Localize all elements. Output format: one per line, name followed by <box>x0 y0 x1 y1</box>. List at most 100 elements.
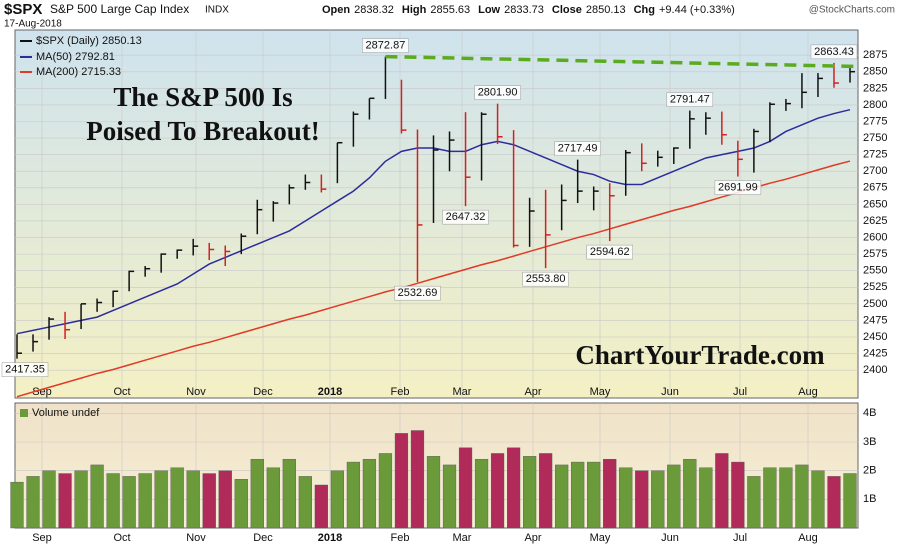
volume-bar <box>474 458 489 529</box>
volume-bar <box>635 470 649 529</box>
y-tick-label: 2725 <box>863 149 887 161</box>
y-tick-label: 2450 <box>863 331 887 343</box>
y-tick-label: 2625 <box>863 215 887 227</box>
volume-bar <box>10 481 24 529</box>
annotation: 2872.87 <box>366 40 406 52</box>
quote-value: 2833.73 <box>504 4 544 16</box>
volume-bar <box>651 470 665 529</box>
y-tick-label: 3B <box>863 436 876 448</box>
volume-bar <box>827 476 841 529</box>
volume-bar <box>74 470 88 529</box>
headline: Poised To Breakout! <box>86 116 320 146</box>
legend-marker <box>20 409 28 417</box>
annotation: 2863.43 <box>814 46 854 58</box>
date: 17-Aug-2018 <box>4 19 62 30</box>
volume-bar <box>250 458 264 529</box>
quote-value: 2855.63 <box>430 4 470 16</box>
volume-bar <box>555 464 569 529</box>
quote-value: +9.44 (+0.33%) <box>659 4 735 16</box>
plot <box>16 54 858 398</box>
legend-label: Volume undef <box>32 407 100 419</box>
y-tick-label: 2800 <box>863 99 887 111</box>
quote-value: 2850.13 <box>586 4 626 16</box>
volume-bar <box>282 458 296 529</box>
volume-bar <box>170 467 184 529</box>
x-tick-label: Apr <box>524 386 541 398</box>
annotation: 2417.35 <box>5 364 45 376</box>
annotation-box <box>666 92 714 107</box>
volume-bar <box>779 467 793 529</box>
volume-bar <box>795 464 809 529</box>
volume-bar <box>747 476 761 529</box>
volume-bar <box>603 458 617 529</box>
x-tick-label: Oct <box>113 532 130 544</box>
y-tick-label: 4B <box>863 407 876 419</box>
y-tick-label: 2550 <box>863 265 887 277</box>
y-tick-label: 2675 <box>863 182 887 194</box>
volume-bar <box>667 464 681 529</box>
headline: The S&P 500 Is <box>113 82 292 112</box>
x-tick-label: Sep <box>32 532 52 544</box>
volume-bar <box>699 467 713 529</box>
x-tick-label: Mar <box>453 532 472 544</box>
volume-bar <box>138 473 152 529</box>
annotation-box <box>394 285 441 301</box>
legend-label: MA(200) 2715.33 <box>36 66 121 78</box>
y-tick-label: 2825 <box>863 82 887 94</box>
y-tick-label: 2875 <box>863 49 887 61</box>
x-tick-label: Dec <box>253 386 273 398</box>
x-tick-label: Sep <box>32 386 52 398</box>
y-tick-label: 2775 <box>863 115 887 127</box>
x-tick-label: Aug <box>798 386 818 398</box>
volume-bar <box>186 470 200 529</box>
volume-bar <box>58 473 72 529</box>
volume-bar <box>571 461 585 529</box>
volume-bar <box>122 476 136 529</box>
volume-bar <box>106 473 120 529</box>
y-tick-label: 2600 <box>863 231 887 243</box>
volume-bar <box>266 467 280 529</box>
annotation-box <box>1 362 49 377</box>
quote-name: Close <box>552 4 582 16</box>
moving-average <box>16 160 851 398</box>
volume-bar <box>26 476 40 529</box>
volume-bar <box>202 473 216 529</box>
x-tick-label: Feb <box>391 386 410 398</box>
y-tick-label: 2700 <box>863 165 887 177</box>
volume-bar <box>539 453 553 529</box>
annotation: 2532.69 <box>398 287 438 299</box>
annotation-box <box>714 180 762 195</box>
annotation: 2791.47 <box>670 93 710 105</box>
y-tick-label: 2B <box>863 465 876 477</box>
annotation: 2594.62 <box>590 246 630 258</box>
annotation-box <box>442 209 489 225</box>
y-tick-label: 2850 <box>863 66 887 78</box>
quote-name: Open <box>322 4 350 16</box>
volume-bar <box>619 467 633 529</box>
trendline <box>385 54 858 69</box>
volume-bar <box>394 433 409 529</box>
y-tick-label: 2650 <box>863 198 887 210</box>
exchange: INDX <box>205 5 229 16</box>
quote-name: Low <box>478 4 500 16</box>
annotation: 2553.80 <box>526 273 566 285</box>
x-tick-label: Oct <box>113 386 130 398</box>
y-tick-label: 2575 <box>863 248 887 260</box>
quote-value: 2838.32 <box>354 4 394 16</box>
symbol: $SPX <box>4 1 42 18</box>
volume-bar <box>442 464 457 529</box>
x-tick-label: Nov <box>186 386 206 398</box>
x-tick-label: Apr <box>524 532 541 544</box>
volume-bar <box>314 484 328 529</box>
volume-bar <box>426 456 441 529</box>
legend-label: MA(50) 2792.81 <box>36 51 115 63</box>
legend-label: $SPX (Daily) 2850.13 <box>36 35 142 47</box>
volume-bar <box>763 467 777 529</box>
volume-bar <box>715 453 729 529</box>
y-tick-label: 2750 <box>863 132 887 144</box>
annotation: 2717.49 <box>558 143 598 155</box>
volume-bar <box>330 470 344 529</box>
y-tick-label: 2500 <box>863 298 887 310</box>
annotation: 2691.99 <box>718 181 758 193</box>
y-tick-label: 2425 <box>863 347 887 359</box>
